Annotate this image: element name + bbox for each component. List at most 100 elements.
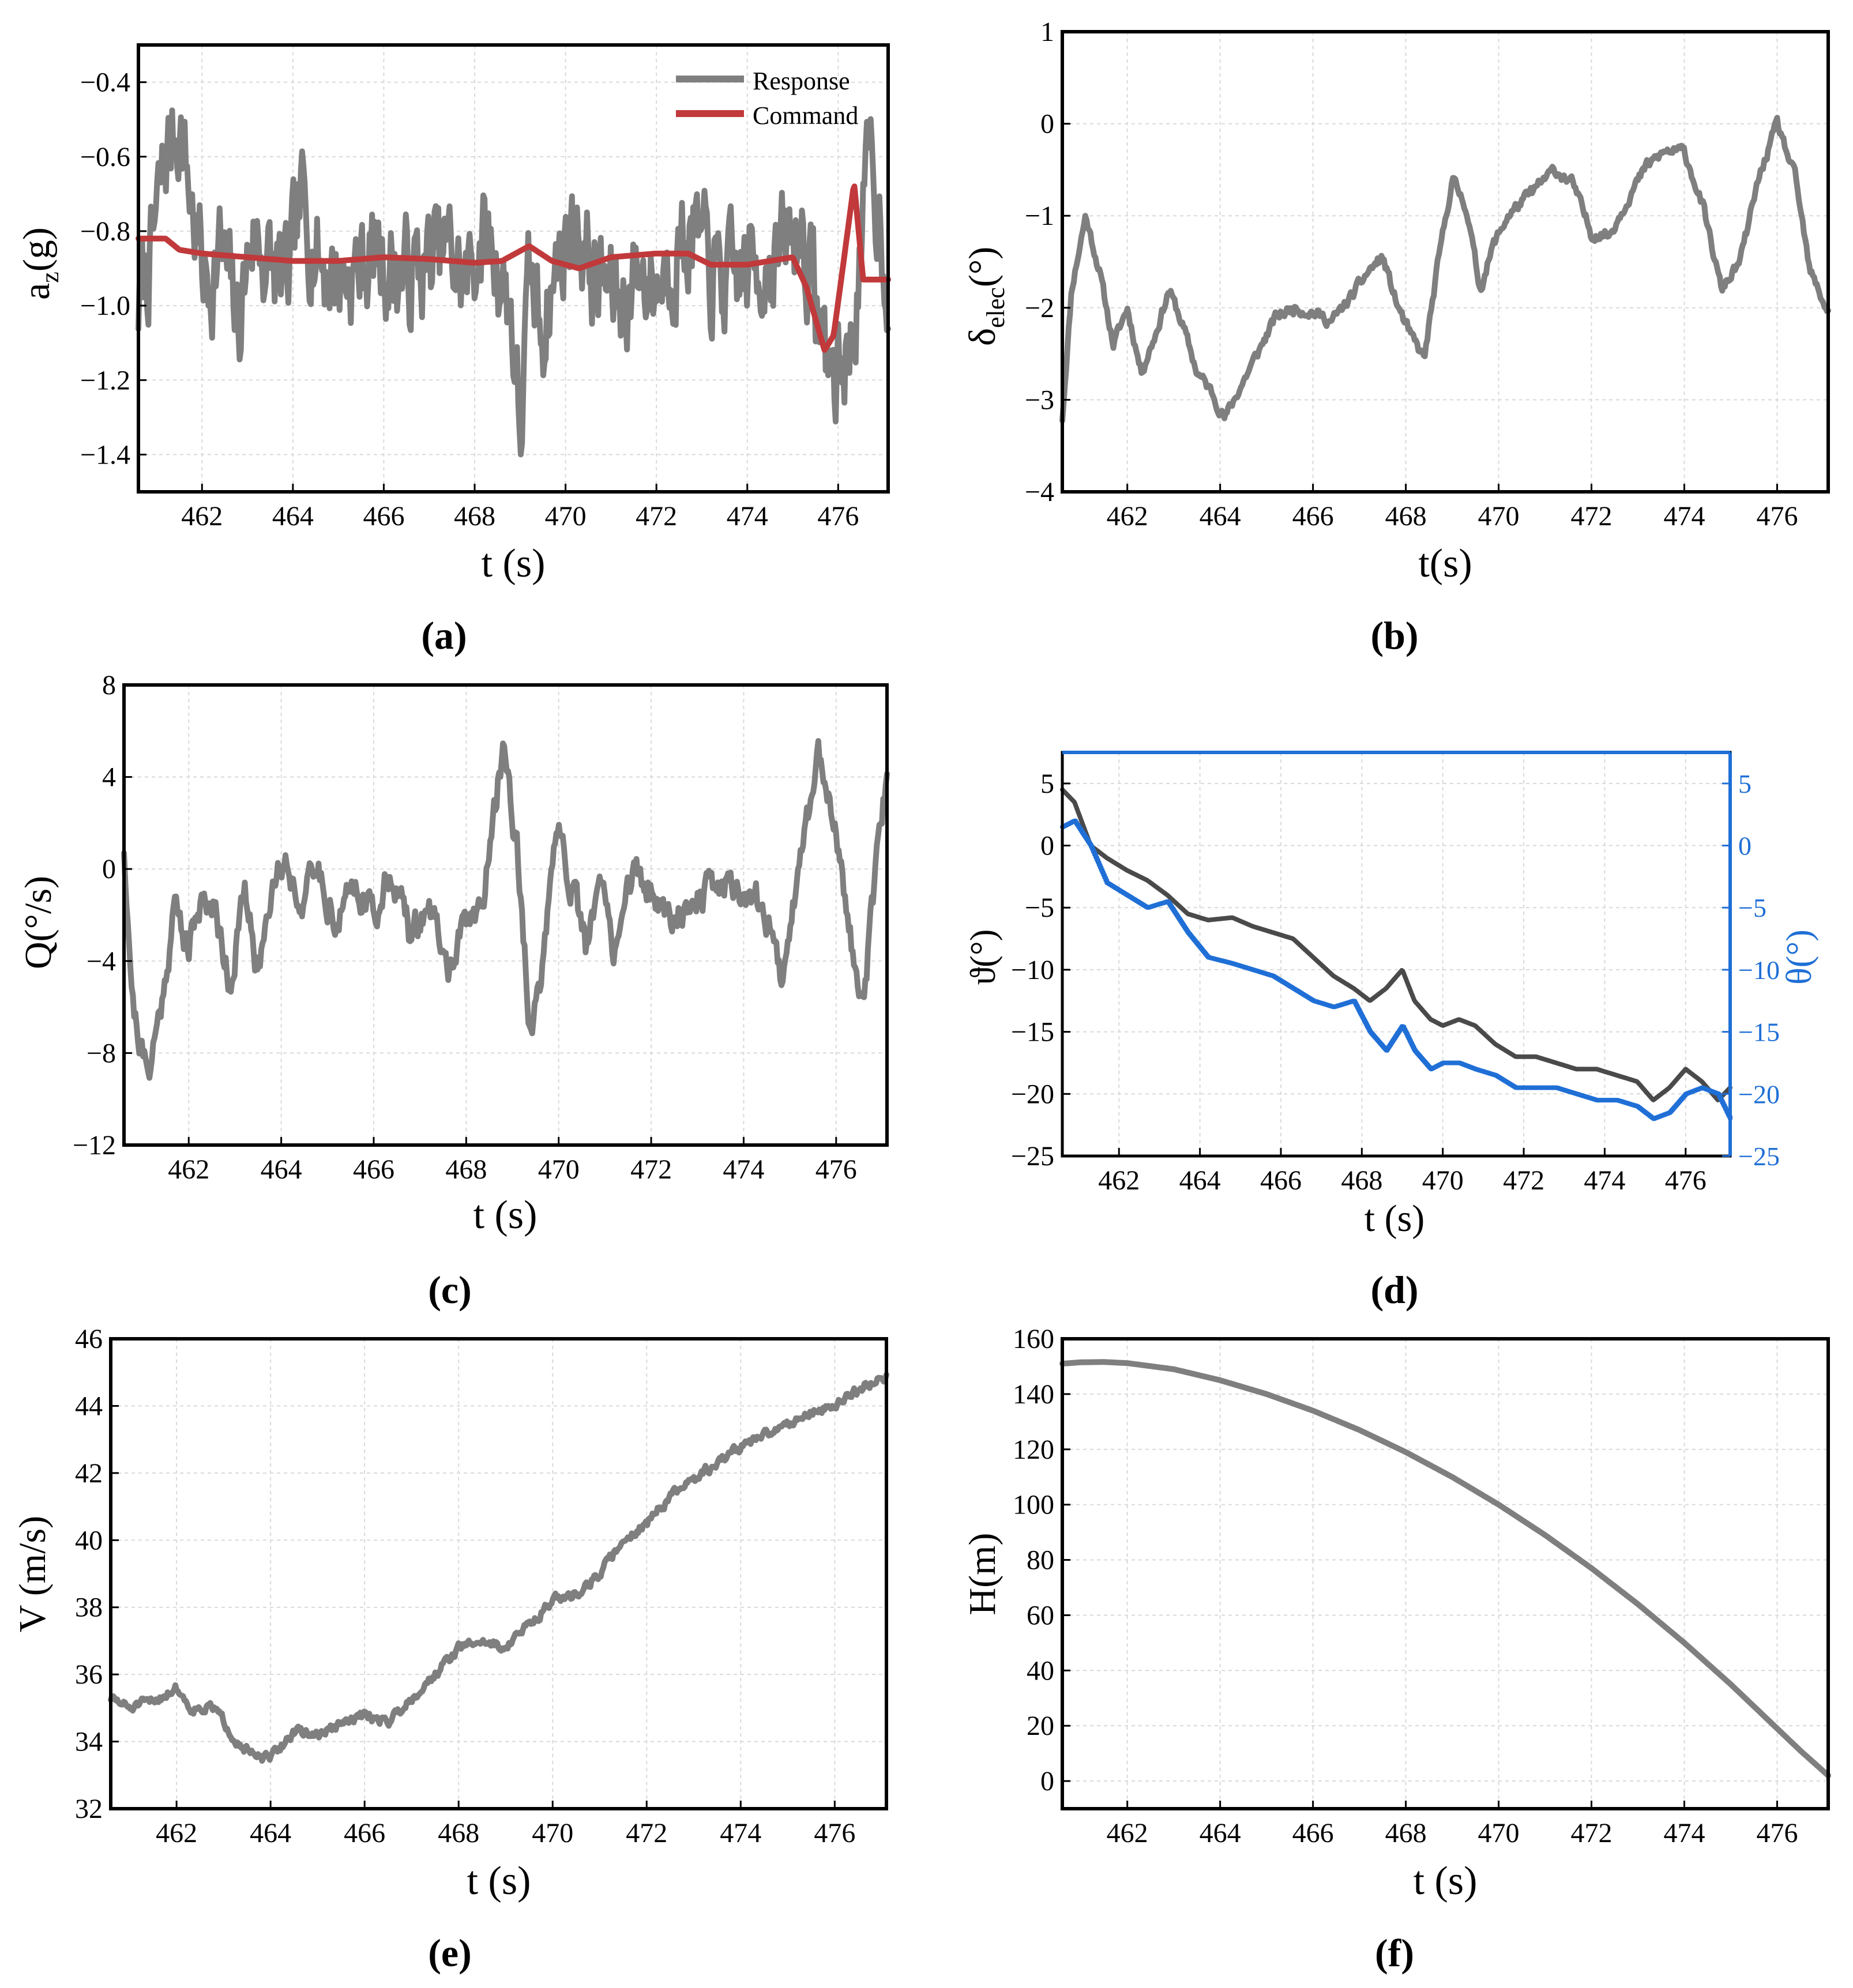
- panel-e-xtick-label: 472: [626, 1818, 667, 1848]
- panel-d-ytick-label: −20: [1011, 1079, 1054, 1109]
- panel-a-ytick-label: −1.4: [80, 439, 130, 470]
- panel-a-xtick-label: 472: [636, 501, 677, 532]
- panel-d-ytick-label: −5: [1025, 893, 1054, 923]
- panel-b-xtick-label: 476: [1756, 501, 1798, 532]
- panel-b-ytick-label: 1: [1040, 17, 1054, 47]
- panel-d-series-1: [1060, 818, 1732, 1121]
- panel-e-xlabel: t (s): [467, 1859, 531, 1903]
- panel-c-xtick-label: 462: [168, 1154, 209, 1185]
- panel-a-ytick-label: −0.4: [80, 67, 130, 98]
- panel-f-caption: (f): [1375, 1931, 1414, 1975]
- panel-f-ytick-label: 140: [1013, 1379, 1054, 1410]
- panel-c-xtick-label: 466: [353, 1154, 394, 1185]
- panel-f-ytick-label: 40: [1027, 1655, 1054, 1686]
- panel-b-xtick-label: 462: [1107, 501, 1148, 532]
- panel-a-xtick-label: 464: [272, 501, 314, 532]
- panel-c-caption: (c): [428, 1268, 471, 1312]
- panel-c-xlabel: t (s): [473, 1193, 538, 1237]
- panel-d-xtick-label: 476: [1665, 1165, 1707, 1196]
- panel-e-ytick-label: 46: [75, 1324, 103, 1354]
- panel-b-ytick-label: 0: [1040, 109, 1054, 140]
- panel-d-xlabel: t (s): [1365, 1198, 1424, 1240]
- panel-a-ylabel-a: az(g): [16, 227, 64, 300]
- panel-a-ytick-label: −1.2: [80, 365, 130, 396]
- panel-a-xtick-label: 466: [363, 501, 404, 532]
- panel-e-ticks: 462 464 466 468 470 472 474 476 32 34 36 38 40 42 44 46: [75, 1324, 855, 1848]
- panel-e-ytick-label: 40: [75, 1525, 103, 1556]
- panel-b-ytick-label: −4: [1025, 477, 1054, 507]
- panel-e-series-0: [108, 1372, 889, 1764]
- panel-f-ytick-label: 100: [1013, 1490, 1054, 1520]
- panel-e-series: [108, 1372, 889, 1764]
- panel-d-caption: (d): [1370, 1268, 1418, 1312]
- panel-e-xtick-label: 474: [720, 1818, 761, 1848]
- panel-f-series: [1059, 1359, 1831, 1779]
- panel-a-series-0: [136, 107, 891, 458]
- panel-c-ytick-label: 8: [102, 670, 116, 701]
- panel-d-y2tick-label: −10: [1738, 955, 1780, 985]
- panel-c-ytick-label: −4: [87, 946, 116, 977]
- panel-e-xtick-label: 468: [438, 1818, 479, 1848]
- panel-d-ytick-label: −10: [1011, 955, 1054, 985]
- panel-b-xtick-label: 466: [1292, 501, 1334, 532]
- panel-b-series: [1059, 115, 1831, 424]
- panel-d-ytick-label: 0: [1040, 831, 1054, 861]
- panel-b-ylabel-main: δ: [961, 328, 1003, 346]
- panel-d-ytick-label: −15: [1011, 1017, 1054, 1048]
- panel-c-ytick-label: 4: [102, 762, 116, 793]
- panel-d-xtick-label: 466: [1260, 1165, 1302, 1196]
- panel-c-ticks: 462 464 466 468 470 472 474 476 −12 −8 −4 0 4 8: [73, 670, 857, 1185]
- panel-f-xtick-label: 464: [1200, 1818, 1241, 1848]
- panel-b-ytick-label: −2: [1025, 293, 1054, 323]
- panel-c-xtick-label: 474: [723, 1154, 764, 1185]
- panel-b-xtick-label: 474: [1663, 501, 1705, 532]
- panel-e-xtick-label: 470: [532, 1818, 573, 1848]
- panel-a-caption: (a): [421, 613, 467, 657]
- panel-f-xtick-label: 476: [1756, 1818, 1798, 1848]
- panel-d-xtick-label: 462: [1098, 1165, 1140, 1196]
- panel-c-xtick-label: 472: [630, 1154, 672, 1185]
- panel-d-xtick-label: 464: [1179, 1165, 1221, 1196]
- panel-e-caption: (e): [428, 1931, 471, 1975]
- panel-f-ytick-label: 60: [1027, 1600, 1054, 1631]
- panel-e-xtick-label: 462: [156, 1818, 197, 1848]
- panel-a-ylabel-main: a: [16, 283, 58, 300]
- panel-f-xtick-label: 466: [1292, 1818, 1334, 1848]
- panel-a-xtick-label: 474: [727, 501, 768, 532]
- panel-a: 462 464 466 468 470 472 474 476 −1.4 −1.2 −1.0 −0.8…: [16, 43, 891, 657]
- panel-e-ytick-label: 42: [75, 1458, 103, 1489]
- panel-b-xtick-label: 464: [1200, 501, 1241, 532]
- panel-b-xlabel: t(s): [1418, 541, 1472, 586]
- panel-b: 462 464 466 468 470 472 474 476 −4 −3 −2 −1 0 1 δelec…: [961, 17, 1831, 657]
- panel-f-ytick-label: 160: [1013, 1324, 1054, 1354]
- panel-b-ylabel-tail: (°): [961, 247, 1003, 287]
- panel-c-xtick-label: 470: [538, 1154, 580, 1185]
- panel-e-ytick-label: 44: [75, 1391, 103, 1421]
- panel-d-xtick-label: 474: [1584, 1165, 1625, 1196]
- panel-f-ytick-label: 120: [1013, 1434, 1054, 1465]
- panel-e-ylabel: V (m/s): [12, 1516, 54, 1632]
- panel-f: 462 464 466 468 470 472 474 476 0 20 40 60 80 100 120 1…: [961, 1324, 1831, 1975]
- panel-f-xtick-label: 468: [1385, 1818, 1427, 1848]
- legend-label-command: Command: [753, 101, 858, 130]
- panel-c-xtick-label: 464: [261, 1154, 302, 1185]
- panel-c-xtick-label: 476: [815, 1154, 857, 1185]
- panel-b-xtick-label: 468: [1385, 501, 1427, 532]
- panel-b-ylabel: δelec(°): [961, 247, 1010, 346]
- panel-a-ytick-label: −0.8: [80, 216, 130, 247]
- panel-d-y2tick-label: 0: [1738, 831, 1751, 861]
- panel-c: 462 464 466 468 470 472 474 476 −12 −8 −4 0 4 8 Q(°/s…: [17, 670, 890, 1312]
- panel-d-ylabel-right: θ(°): [1780, 929, 1819, 985]
- panel-f-xtick-label: 474: [1663, 1818, 1705, 1848]
- panel-b-caption: (b): [1370, 613, 1418, 657]
- panel-f-xlabel: t (s): [1414, 1859, 1478, 1903]
- panel-a-ytick-label: −1.0: [80, 291, 130, 321]
- panel-b-ylabel-sub: elec: [982, 287, 1010, 328]
- panel-a-xtick-label: 476: [817, 501, 859, 532]
- panel-e-ytick-label: 36: [75, 1659, 103, 1690]
- panel-d-y2tick-label: −25: [1738, 1142, 1780, 1171]
- panel-a-xlabel: t (s): [482, 541, 546, 586]
- panel-d-xtick-label: 468: [1341, 1165, 1382, 1196]
- panel-e: 462 464 466 468 470 472 474 4763234363840424446…: [12, 1324, 889, 1975]
- panel-e-xtick-label: 466: [344, 1818, 385, 1848]
